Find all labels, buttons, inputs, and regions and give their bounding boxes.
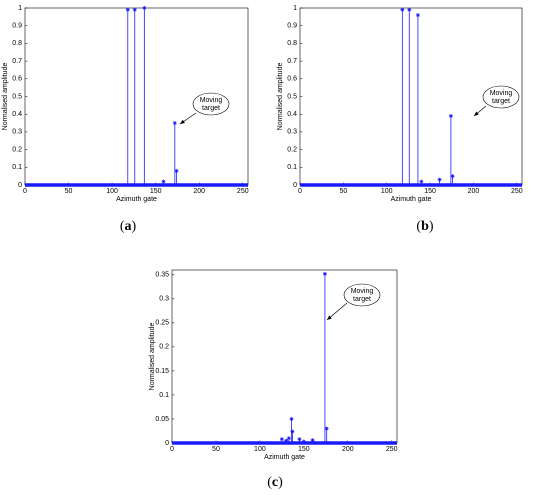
stem-marker [297, 437, 302, 442]
x-tick-label: 150 [424, 188, 436, 195]
stem-marker [279, 437, 284, 442]
x-tick-label: 200 [342, 446, 354, 453]
stem-marker [415, 13, 420, 18]
stem-marker [407, 7, 412, 12]
y-tick-label: 0.7 [287, 58, 297, 65]
y-tick-label: 0.4 [12, 111, 22, 118]
x-tick-label: 250 [386, 446, 398, 453]
y-tick-label: 0.05 [155, 416, 169, 423]
x-tick-label: 0 [170, 446, 174, 453]
y-tick-label: 0.8 [12, 40, 22, 47]
x-tick-label: 200 [193, 188, 205, 195]
stem-marker [284, 438, 289, 443]
stem-marker [125, 7, 130, 12]
annotation-box [192, 92, 230, 116]
stem-marker [437, 177, 442, 182]
annotation-text: target [492, 98, 510, 105]
x-axis-label: Azimuth gate [264, 454, 305, 461]
y-tick-label: 1 [18, 5, 22, 12]
annotation-text: Moving [490, 90, 513, 97]
y-tick-label: 0 [293, 182, 297, 189]
y-tick-label: 0.9 [12, 23, 22, 30]
annotation-text: target [202, 105, 220, 112]
y-tick-label: 0.4 [287, 111, 297, 118]
stem-marker [289, 416, 294, 421]
stem-marker [322, 271, 327, 276]
annotation-box [482, 85, 520, 109]
x-tick-label: 150 [150, 188, 162, 195]
y-tick-label: 0.9 [287, 23, 297, 30]
stem-marker [400, 7, 405, 12]
arrow-head [180, 119, 185, 124]
stem-marker [142, 6, 147, 10]
y-tick-label: 0.8 [287, 40, 297, 47]
stem-marker [290, 429, 295, 434]
stem-marker [419, 179, 424, 184]
x-tick-label: 50 [212, 446, 220, 453]
stem-marker [172, 121, 177, 126]
y-tick-label: 0.6 [12, 76, 22, 83]
stem-marker [450, 174, 455, 179]
annotation-box [343, 283, 381, 307]
annotation-text: Moving [200, 97, 223, 104]
y-tick-label: 0.1 [12, 164, 22, 171]
y-tick-label: 0.2 [12, 146, 22, 153]
y-tick-label: 0.35 [155, 272, 169, 279]
x-axis-label: Azimuth gate [391, 196, 432, 203]
y-tick-label: 0.7 [12, 58, 22, 65]
x-tick-label: 50 [339, 188, 347, 195]
y-tick-label: 1 [293, 5, 297, 12]
x-tick-label: 0 [23, 188, 27, 195]
y-tick-label: 0.2 [287, 146, 297, 153]
panel-caption: (b) [416, 219, 433, 234]
y-tick-label: 0.2 [159, 344, 169, 351]
stem-marker [448, 113, 453, 118]
x-tick-label: 100 [381, 188, 393, 195]
y-tick-label: 0.3 [12, 129, 22, 136]
y-axis-label: Normalised amplitude [277, 63, 284, 131]
x-axis-label: Azimuth gate [116, 196, 157, 203]
y-tick-label: 0.6 [287, 76, 297, 83]
caption-letter: b [421, 219, 429, 234]
x-tick-label: 100 [254, 446, 266, 453]
y-tick-label: 0.3 [159, 296, 169, 303]
y-tick-label: 0 [165, 440, 169, 447]
y-tick-label: 0.25 [155, 320, 169, 327]
arrow-head [327, 315, 332, 320]
x-tick-label: 100 [106, 188, 118, 195]
stem-marker [286, 436, 291, 441]
stem-marker [324, 426, 329, 431]
y-axis-label: Normalised amplitude [149, 323, 156, 391]
stem-marker [301, 439, 306, 444]
stem-marker [310, 438, 315, 443]
annotation-text: Moving [351, 288, 374, 295]
stem-marker [132, 7, 137, 12]
arrow-head [474, 111, 479, 116]
x-tick-label: 50 [65, 188, 73, 195]
x-tick-label: 250 [237, 188, 249, 195]
panel-caption: (a) [120, 219, 137, 234]
y-tick-label: 0.1 [287, 164, 297, 171]
x-tick-label: 200 [468, 188, 480, 195]
y-tick-label: 0.15 [155, 368, 169, 375]
x-tick-label: 0 [298, 188, 302, 195]
caption-letter: c [272, 475, 278, 490]
y-tick-label: 0.5 [287, 93, 297, 100]
annotation-text: target [353, 296, 371, 303]
caption-letter: a [125, 219, 132, 234]
stem-marker [174, 168, 179, 173]
y-tick-label: 0.1 [159, 392, 169, 399]
y-tick-label: 0.3 [287, 129, 297, 136]
x-tick-label: 150 [298, 446, 310, 453]
panel-caption: (c) [267, 475, 283, 490]
y-tick-label: 0 [18, 182, 22, 189]
y-tick-label: 0.5 [12, 93, 22, 100]
x-tick-label: 250 [511, 188, 523, 195]
stem-marker [161, 179, 166, 184]
y-axis-label: Normalised amplitude [2, 63, 9, 131]
